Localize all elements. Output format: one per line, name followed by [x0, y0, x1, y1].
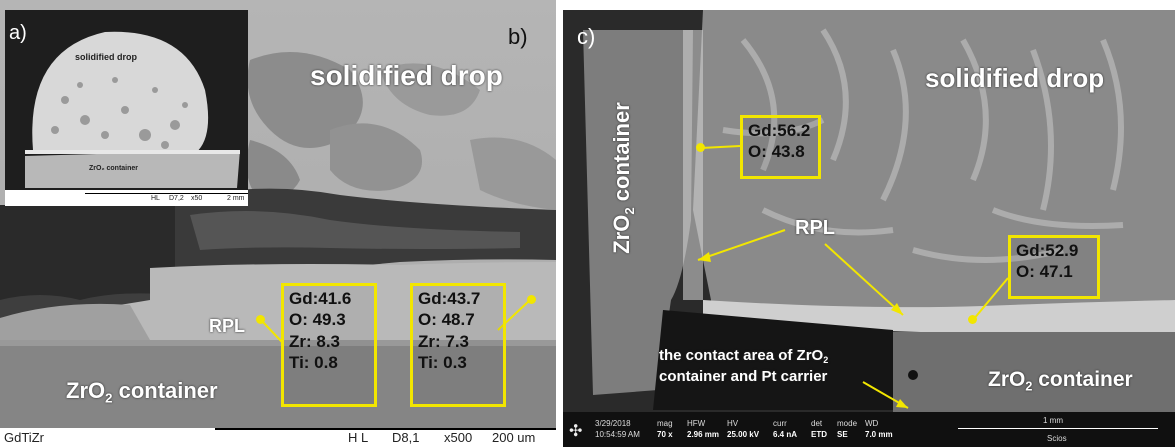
bottom-label-sub: 2 — [1025, 379, 1033, 394]
panel-b-drop-label: solidified drop — [310, 60, 503, 91]
sem-date-block: 3/29/2018 10:54:59 AM — [595, 418, 640, 440]
box-line: O: 43.8 — [748, 142, 805, 162]
sem-curr: 6.4 nA — [773, 430, 798, 439]
panel-a-footer-scale: 2 mm — [227, 195, 245, 202]
sem-hfw-label: HFW — [687, 419, 706, 428]
sem-date: 3/29/2018 — [595, 419, 631, 428]
sem-det-block: det ETD — [811, 418, 827, 440]
box-line: Gd:56.2 — [748, 121, 811, 140]
box-line: Gd:41.6 — [289, 289, 352, 308]
sem-instrument: Scios — [1047, 434, 1067, 443]
box-line: Ti: 0.8 — [289, 352, 338, 372]
sem-mode-block: mode SE — [837, 418, 857, 440]
sem-scale-label: 1 mm — [1043, 416, 1063, 425]
box-line: O: 48.7 — [418, 310, 475, 330]
panel-a-footer-d: D7,2 — [169, 195, 184, 202]
contact-line-1-sub: 2 — [823, 355, 829, 366]
box-line: Zr: 8.3 — [289, 331, 341, 351]
contact-line-1: the contact area of ZrO2 — [659, 346, 828, 367]
panel-c-drop-label: solidified drop — [925, 63, 1105, 93]
panel-b-footer-scale: 200 um — [492, 430, 536, 445]
panel-c-letter: c) — [577, 24, 596, 49]
box-line: Gd:52.9 — [1016, 241, 1079, 260]
panel-b-footer-mag: x500 — [444, 430, 473, 445]
box-line: Gd:43.7 — [418, 289, 481, 308]
panel-a-micrograph — [5, 10, 248, 206]
container-label-main: ZrO — [66, 378, 106, 403]
sem-mode: SE — [837, 430, 848, 439]
panel-c-contact-label: the contact area of ZrO2 container and P… — [659, 346, 828, 386]
panel-b-letter: b) — [508, 24, 528, 49]
panel-b-rpl-dot — [256, 315, 265, 324]
sem-wd: 7.0 mm — [865, 430, 893, 439]
panel-b-composition-box-1: Gd:41.6 O: 49.3 Zr: 8.3 Ti: 0.8 — [281, 283, 377, 407]
sem-wd-label: WD — [865, 419, 879, 428]
panel-c-bottom-container-label: ZrO2 container — [988, 368, 1133, 393]
panel-b-composition-box-2: Gd:43.7 O: 48.7 Zr: 7.3 Ti: 0.3 — [410, 283, 506, 407]
box-line: O: 49.3 — [289, 310, 346, 330]
panel-c-leader-lines — [697, 145, 1009, 409]
panel-a-container-label: ZrO₂ container — [89, 165, 139, 172]
panel-a-drop-label: solidified drop — [75, 52, 137, 62]
sem-time: 10:54:59 AM — [595, 430, 640, 439]
panel-a-footer-mag: x50 — [191, 195, 203, 202]
box-line: O: 47.1 — [1016, 262, 1073, 282]
panel-b-box2-dot — [527, 295, 536, 304]
panel-c: c) solidified drop ZrO2 container Gd:56.… — [563, 10, 1175, 447]
sem-hv: 25.00 kV — [727, 430, 760, 439]
panel-c-sem-footer: ✣ 3/29/2018 10:54:59 AM mag 70 x HFW 2.9… — [563, 412, 1175, 447]
panel-b-rpl-label: RPL — [209, 316, 245, 336]
sem-mag-block: mag 70 x — [657, 418, 673, 440]
sem-mag: 70 x — [657, 430, 673, 439]
contact-line-1-text: the contact area of ZrO — [659, 347, 824, 364]
sem-mode-label: mode — [837, 419, 858, 428]
panel-b-footer-sample: GdTiZr — [4, 430, 44, 445]
box-line: Zr: 7.3 — [418, 331, 470, 351]
panel-a-inset: a) solidified drop ZrO₂ container HL D7,… — [5, 10, 248, 206]
panel-b: b) solidified drop RPL Gd:41.6 O: 49.3 Z… — [0, 0, 556, 447]
panel-b-footer-mode: H L — [348, 430, 369, 445]
box-line: Ti: 0.3 — [418, 352, 467, 372]
panel-b-container-label: ZrO2 container — [66, 378, 218, 406]
bottom-label-rest: container — [1032, 368, 1133, 391]
contact-line-2: container and Pt carrier — [659, 367, 828, 385]
bottom-label-main: ZrO — [988, 368, 1026, 391]
sem-hv-label: HV — [727, 419, 739, 428]
sem-curr-label: curr — [773, 419, 787, 428]
panel-c-composition-box-1: Gd:56.2 O: 43.8 — [740, 115, 821, 179]
panel-c-rpl-label: RPL — [795, 217, 835, 239]
sem-det-label: det — [811, 419, 823, 428]
sem-curr-block: curr 6.4 nA — [773, 418, 797, 440]
sem-wd-block: WD 7.0 mm — [865, 418, 893, 440]
sem-hfw: 2.96 mm — [687, 430, 720, 439]
panel-c-composition-box-2: Gd:52.9 O: 47.1 — [1008, 235, 1100, 299]
panel-c-box1-dot — [696, 143, 705, 152]
fei-logo-icon: ✣ — [569, 423, 583, 440]
sem-mag-label: mag — [657, 419, 673, 428]
container-label-rest: container — [112, 378, 218, 403]
panel-b-footer-d: D8,1 — [392, 430, 420, 445]
sem-hfw-block: HFW 2.96 mm — [687, 418, 719, 440]
container-label-sub: 2 — [105, 390, 113, 406]
sem-det: ETD — [811, 430, 827, 439]
sem-hv-block: HV 25.00 kV — [727, 418, 759, 440]
panel-a-footer-mode: HL — [151, 195, 160, 202]
panel-a-letter: a) — [9, 22, 27, 44]
